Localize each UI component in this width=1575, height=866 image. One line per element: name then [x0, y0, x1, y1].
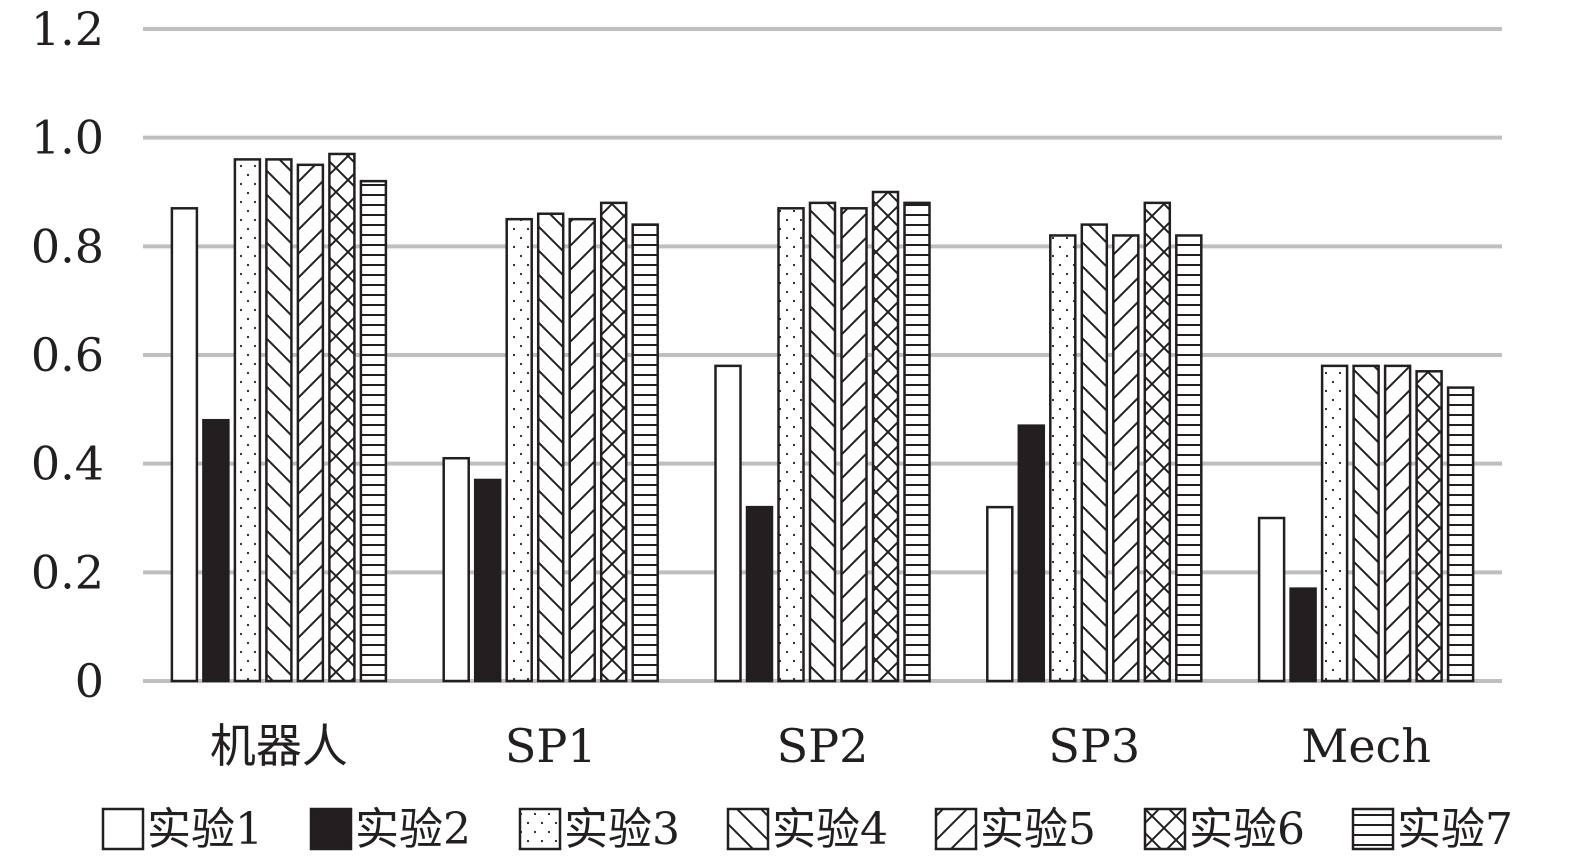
legend-item: 实验3 — [518, 804, 680, 855]
y-tick-label: 0 — [75, 654, 104, 708]
bar-SP2-实验4 — [808, 201, 837, 683]
bar-SP3-实验3 — [1049, 234, 1077, 683]
legend-item: 实验5 — [934, 804, 1096, 855]
legend-item: 实验2 — [309, 804, 471, 855]
x-category-label: SP2 — [777, 719, 869, 773]
bar-SP3-实验5 — [1112, 234, 1140, 683]
bar-SP1-实验7 — [631, 223, 659, 683]
y-tick-label: 0.8 — [31, 219, 104, 273]
legend-label: 实验1 — [147, 804, 263, 855]
x-category-label: 机器人 — [210, 719, 348, 773]
legend-swatch — [934, 807, 978, 851]
x-category-label: SP3 — [1048, 719, 1140, 773]
bar-机器人-实验3 — [233, 158, 262, 683]
bar-机器人-实验1 — [170, 207, 199, 683]
bar-机器人-实验5 — [296, 163, 325, 683]
y-axis-ticks: 0 0.2 0.4 0.6 0.8 1.0 1.2 — [31, 2, 104, 708]
bar-Mech-实验7 — [1446, 386, 1475, 683]
bar-SP2-实验6 — [871, 190, 900, 683]
legend-swatch — [309, 807, 353, 851]
bar-机器人-实验7 — [359, 179, 388, 683]
bar-SP2-实验7 — [903, 201, 931, 683]
bar-Mech-实验6 — [1415, 370, 1443, 683]
bar-SP3-实验6 — [1143, 201, 1172, 683]
x-axis-categories: 机器人 SP1 SP2 SP3 Mech — [210, 719, 1431, 773]
bar-SP3-实验4 — [1080, 223, 1109, 683]
bar-SP3-实验1 — [986, 505, 1014, 683]
y-tick-label: 0.4 — [31, 437, 104, 491]
legend-item: 实验4 — [726, 804, 888, 855]
legend-label: 实验7 — [1397, 804, 1513, 855]
bar-机器人-实验6 — [328, 152, 356, 683]
bars — [170, 152, 1475, 683]
legend-swatch — [1351, 807, 1395, 851]
bar-SP1-实验1 — [442, 456, 470, 683]
bar-SP2-实验3 — [777, 207, 805, 683]
legend-label: 实验4 — [772, 804, 888, 855]
legend-label: 实验2 — [355, 804, 471, 855]
legend-item: 实验7 — [1351, 804, 1513, 855]
bar-SP2-实验2 — [745, 505, 774, 683]
bar-SP3-实验2 — [1017, 424, 1046, 683]
bar-SP2-实验5 — [840, 207, 868, 683]
bar-Mech-实验1 — [1257, 516, 1286, 683]
bar-SP1-实验5 — [568, 217, 596, 683]
x-category-label: SP1 — [505, 719, 597, 773]
bar-Mech-实验2 — [1289, 587, 1317, 683]
bar-SP1-实验2 — [473, 478, 502, 683]
legend-label: 实验5 — [980, 804, 1096, 855]
legend: 实验1 实验2 实验3 实验4 实验5 实验6 实验7 — [101, 804, 1513, 855]
legend-swatch — [726, 807, 770, 851]
bar-SP3-实验7 — [1175, 234, 1203, 683]
legend-label: 实验3 — [564, 804, 680, 855]
y-tick-label: 0.6 — [31, 328, 104, 382]
bar-Mech-实验4 — [1352, 364, 1380, 683]
bar-机器人-实验4 — [265, 158, 293, 683]
bar-SP1-实验3 — [505, 217, 533, 683]
legend-swatch — [101, 807, 145, 851]
legend-item: 实验6 — [1143, 804, 1305, 855]
y-tick-label: 0.2 — [31, 545, 104, 599]
x-category-label: Mech — [1301, 719, 1431, 773]
y-tick-label: 1.2 — [31, 2, 104, 56]
bar-SP1-实验6 — [599, 201, 628, 683]
legend-label: 实验6 — [1189, 804, 1305, 855]
bar-机器人-实验2 — [202, 418, 230, 683]
bar-SP1-实验4 — [536, 212, 565, 683]
bar-Mech-实验5 — [1383, 364, 1412, 683]
bar-SP2-实验1 — [714, 364, 742, 683]
bar-Mech-实验3 — [1320, 364, 1349, 683]
legend-item: 实验1 — [101, 804, 263, 855]
y-tick-label: 1.0 — [31, 111, 104, 165]
legend-swatch — [518, 807, 562, 851]
legend-swatch — [1143, 807, 1187, 851]
